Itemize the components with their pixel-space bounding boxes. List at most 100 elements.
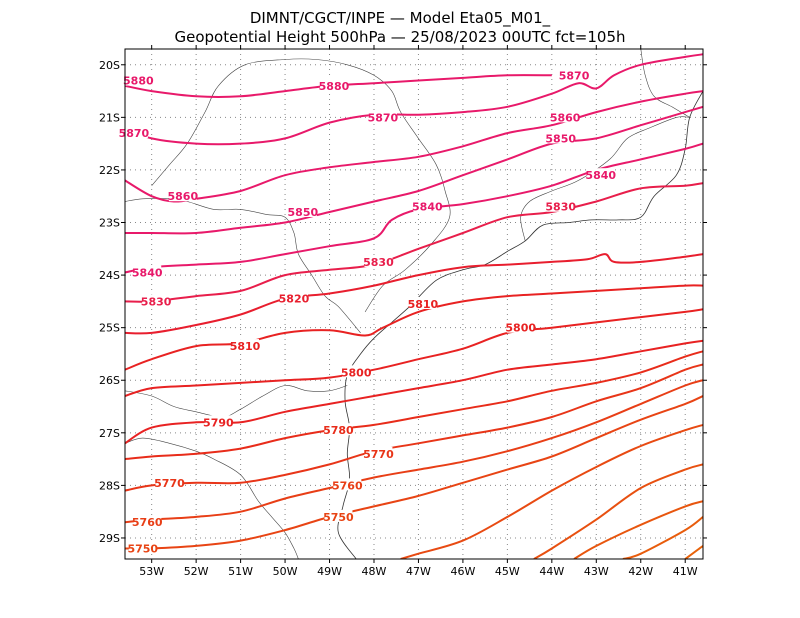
contour-5780	[125, 350, 703, 461]
contour-label-bg	[279, 291, 308, 304]
contour-5770	[125, 363, 703, 492]
contour-label-bg	[204, 415, 233, 428]
contour-label-5880: 5880	[319, 80, 350, 93]
contour-label-5760: 5760	[132, 516, 163, 529]
contour-label-5840: 5840	[585, 169, 616, 182]
contour-label-5760: 5760	[332, 479, 363, 492]
contour-layer	[125, 53, 703, 559]
x-tick-label: 52W	[184, 565, 209, 578]
contour-label-5810: 5810	[230, 340, 261, 353]
contour-5730	[533, 463, 703, 559]
contour-label-5850: 5850	[545, 132, 576, 145]
y-tick-label: 29S	[99, 532, 120, 545]
contour-label-5790: 5790	[203, 416, 234, 429]
contour-label-5810: 5810	[408, 298, 439, 311]
axis-ticks: 53W 52W 51W 50W 49W 48W 47W 46W 45W 44W 43W 42W 41W 2…	[99, 45, 707, 578]
x-tick-label: 44W	[539, 565, 564, 578]
x-tick-label: 43W	[584, 565, 609, 578]
contour-5820	[125, 253, 703, 335]
contour-label-bg	[333, 478, 362, 491]
state-border	[640, 49, 690, 118]
contour-label-bg	[133, 515, 162, 528]
x-tick-label: 41W	[673, 565, 698, 578]
contour-label-5860: 5860	[550, 111, 581, 124]
y-tick-label: 26S	[99, 374, 120, 387]
chart-title-line-1: DIMNT/CGCT/INPE — Model Eta05_M01_	[250, 9, 551, 28]
y-tick-label: 28S	[99, 479, 120, 492]
contour-label-5860: 5860	[167, 190, 198, 203]
contour-label-bg	[546, 199, 575, 212]
x-tick-label: 42W	[628, 565, 653, 578]
contour-5870	[125, 53, 703, 146]
y-tick-label: 25S	[99, 322, 120, 335]
contour-label-bg	[119, 126, 148, 139]
contour-5760	[125, 379, 703, 524]
contour-label-5770: 5770	[154, 477, 185, 490]
x-tick-label: 51W	[228, 565, 253, 578]
contour-label-bg	[133, 265, 162, 278]
contour-label-bg	[324, 509, 353, 522]
state-border	[125, 437, 299, 559]
contour-label-5750: 5750	[323, 511, 354, 524]
contour-label-bg	[168, 189, 197, 202]
y-tick-label: 27S	[99, 427, 120, 440]
contour-5700	[684, 545, 703, 559]
contour-label-5880: 5880	[123, 75, 154, 88]
contour-label-bg	[551, 110, 580, 123]
contour-label-bg	[124, 73, 153, 86]
x-tick-label: 53W	[139, 565, 164, 578]
contour-5830	[125, 182, 703, 303]
contour-label-bg	[364, 254, 393, 267]
contour-label-bg	[142, 294, 171, 307]
contour-5860	[125, 90, 703, 203]
contour-5710	[622, 516, 703, 559]
state-border	[125, 385, 348, 418]
x-tick-label: 47W	[406, 565, 431, 578]
contour-label-bg	[368, 110, 397, 123]
x-tick-label: 50W	[273, 565, 298, 578]
contour-label-bg	[506, 320, 535, 333]
x-tick-label: 49W	[317, 565, 342, 578]
coastline	[337, 90, 703, 559]
contour-label-bg	[231, 339, 260, 352]
plot-frame	[124, 48, 704, 560]
contour-label-5800: 5800	[505, 322, 536, 335]
y-tick-label: 21S	[99, 111, 120, 124]
contour-label-5830: 5830	[545, 201, 576, 214]
contour-5840	[125, 142, 703, 274]
y-tick-label: 20S	[99, 59, 120, 72]
contour-label-bg	[288, 204, 317, 217]
contour-label-5780: 5780	[323, 424, 354, 437]
contour-label-bg	[319, 78, 348, 91]
contour-label-5800: 5800	[341, 366, 372, 379]
contour-label-5830: 5830	[363, 256, 394, 269]
y-tick-label: 24S	[99, 269, 120, 282]
contour-label-5770: 5770	[363, 448, 394, 461]
contour-label-5830: 5830	[141, 295, 172, 308]
contour-5800	[125, 308, 703, 397]
contour-label-bg	[413, 199, 442, 212]
contour-label-5840: 5840	[132, 266, 163, 279]
x-tick-label: 48W	[362, 565, 387, 578]
contour-label-bg	[128, 541, 157, 554]
contour-5850	[125, 105, 703, 235]
y-tick-label: 23S	[99, 217, 120, 230]
contour-label-bg	[408, 297, 437, 309]
y-tick-label: 22S	[99, 164, 120, 177]
x-tick-label: 45W	[495, 565, 520, 578]
contour-label-bg	[560, 68, 589, 81]
contour-label-bg	[155, 475, 184, 488]
contour-label-5870: 5870	[119, 127, 150, 140]
contour-5740	[400, 423, 703, 559]
contour-label-5870: 5870	[559, 69, 590, 82]
contour-5720	[573, 500, 703, 559]
contour-label-bg	[546, 131, 575, 144]
chart-title-line-2: Geopotential Height 500hPa — 25/08/2023 …	[174, 28, 625, 46]
contour-5810	[125, 284, 703, 371]
contour-label-5820: 5820	[279, 293, 310, 306]
contour-label-bg	[586, 168, 615, 181]
contour-label-5750: 5750	[127, 542, 158, 555]
contour-5750	[125, 395, 703, 550]
contour-label-layer: 5880 5880 5870 5870 5870 5860 5860 5850 5850 5840…	[119, 68, 616, 555]
